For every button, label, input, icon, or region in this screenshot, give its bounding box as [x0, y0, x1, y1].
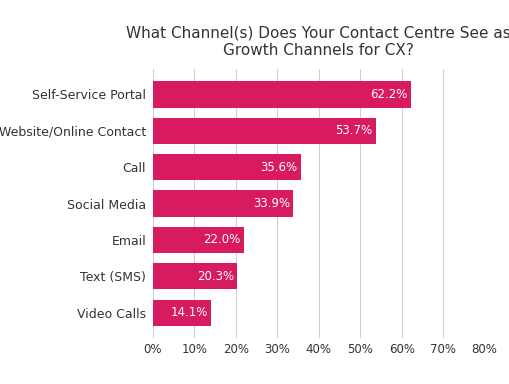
Title: What Channel(s) Does Your Contact Centre See as
Growth Channels for CX?: What Channel(s) Does Your Contact Centre… [126, 26, 509, 58]
Bar [153, 118, 375, 144]
Text: 35.6%: 35.6% [260, 161, 297, 174]
Text: 20.3%: 20.3% [196, 270, 233, 283]
Text: 14.1%: 14.1% [171, 306, 208, 319]
Text: 33.9%: 33.9% [252, 197, 290, 210]
Bar [153, 300, 211, 326]
Bar [153, 263, 237, 289]
Bar [153, 154, 300, 180]
Bar [153, 190, 293, 217]
Bar [153, 227, 244, 253]
Bar [153, 81, 410, 108]
Text: 62.2%: 62.2% [370, 88, 407, 101]
Text: 53.7%: 53.7% [334, 124, 372, 137]
Text: 22.0%: 22.0% [203, 233, 240, 247]
